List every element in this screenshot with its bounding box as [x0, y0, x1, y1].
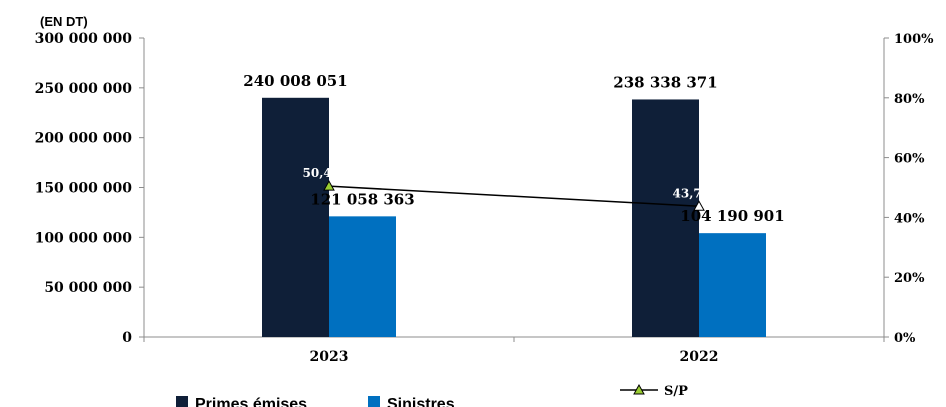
bar-sinistres [699, 233, 766, 337]
left-tick-label: 300 000 000 [35, 31, 133, 47]
x-axis: 2023 2022 [143, 336, 885, 365]
right-tick-label: 100% [894, 32, 934, 47]
sp-point [323, 180, 335, 191]
legend-sp-label: S/P [664, 384, 688, 399]
right-tick-label: 40% [894, 211, 925, 226]
right-axis: 0% 20% 40% 60% 80% 100% [883, 32, 934, 346]
left-tick-label: 250 000 000 [35, 81, 133, 97]
x-category-label: 2023 [310, 349, 349, 365]
left-tick-label: 100 000 000 [35, 230, 133, 246]
bar-value-label: 104 190 901 [680, 207, 784, 225]
left-tick-label: 200 000 000 [35, 131, 133, 147]
left-tick-label: 150 000 000 [35, 181, 133, 197]
legend-sp-marker [633, 383, 645, 395]
legend: Primes émises Sinistres S/P [176, 383, 688, 407]
bar-primes [632, 99, 699, 338]
bar-value-label: 238 338 371 [613, 73, 717, 91]
unit-label: (EN DT) [40, 14, 88, 29]
right-tick-label: 80% [894, 92, 925, 107]
right-tick-label: 0% [894, 331, 916, 346]
bar-value-label: 121 058 363 [310, 190, 414, 208]
sp-line: 50,44% 43,72% [303, 166, 723, 211]
right-tick-label: 60% [894, 152, 925, 167]
legend-primes-label: Primes émises [195, 396, 307, 407]
left-tick-label: 0 [122, 330, 132, 346]
sp-line-path [328, 185, 700, 208]
bar-value-label: 240 008 051 [243, 72, 347, 90]
legend-sinistres-label: Sinistres [387, 396, 455, 407]
x-category-label: 2022 [680, 349, 719, 365]
legend-primes-swatch [176, 396, 188, 407]
left-axis: 0 50 000 000 100 000 000 150 000 000 200 000… [35, 31, 145, 346]
bar-sinistres [329, 216, 396, 337]
right-tick-label: 20% [894, 271, 925, 286]
legend-sinistres-swatch [368, 396, 380, 407]
left-tick-label: 50 000 000 [44, 280, 132, 296]
sp-value-label: 50,44% [303, 166, 353, 180]
sp-value-label: 43,72% [673, 186, 723, 200]
bars: 240 008 051 121 058 363 238 338 371 104 190… [243, 72, 785, 338]
sp-point [693, 200, 705, 211]
bar-primes [262, 97, 329, 337]
